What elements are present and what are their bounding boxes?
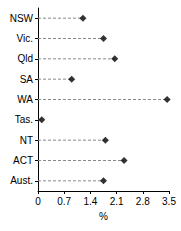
svg-text:SA: SA (20, 74, 34, 85)
svg-text:2.1: 2.1 (110, 196, 124, 207)
svg-text:NSW: NSW (10, 13, 34, 24)
svg-text:1.4: 1.4 (83, 196, 97, 207)
svg-text:ACT: ACT (13, 155, 33, 166)
svg-text:%: % (99, 211, 108, 222)
svg-text:Qld: Qld (17, 53, 33, 64)
svg-text:Vic.: Vic. (17, 33, 34, 44)
svg-text:3.5: 3.5 (162, 196, 176, 207)
svg-text:Aust.: Aust. (10, 175, 33, 186)
svg-text:NT: NT (20, 135, 33, 146)
svg-text:WA: WA (17, 94, 33, 105)
svg-text:0.7: 0.7 (57, 196, 71, 207)
svg-text:2.8: 2.8 (136, 196, 150, 207)
svg-text:Tas.: Tas. (15, 114, 33, 125)
svg-text:0: 0 (35, 196, 41, 207)
